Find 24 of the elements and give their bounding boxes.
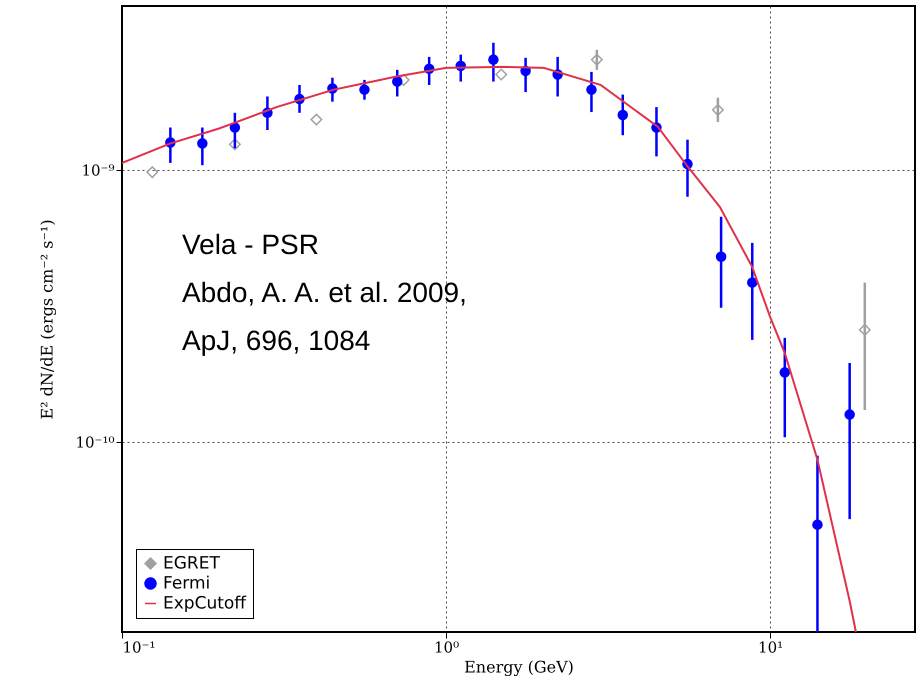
annotation: Abdo, A. A. et al. 2009,	[182, 277, 467, 308]
point	[618, 110, 628, 120]
x-tick-label: 10⁰	[434, 638, 460, 656]
y-tick-label: 10⁻¹⁰	[75, 433, 114, 452]
x-tick-label: 10¹	[758, 638, 784, 656]
point	[488, 54, 499, 65]
legend-label: ExpCutoff	[163, 594, 248, 614]
legend-label: Fermi	[163, 574, 210, 594]
x-axis-title: Energy (GeV)	[464, 658, 574, 676]
y-axis-title: E² dN/dE (ergs cm⁻² s⁻¹)	[37, 219, 56, 420]
point	[716, 252, 726, 262]
point	[812, 519, 823, 530]
annotation: Vela - PSR	[182, 229, 319, 260]
point	[197, 138, 208, 149]
point	[392, 76, 402, 87]
x-tick-label: 10⁻¹	[122, 638, 156, 656]
point	[359, 84, 370, 95]
point	[586, 84, 597, 95]
annotation: ApJ, 696, 1084	[182, 325, 370, 356]
point	[780, 367, 790, 378]
point	[844, 409, 855, 420]
y-tick-label: 10⁻⁹	[81, 161, 114, 180]
point	[747, 277, 758, 288]
legend-label: EGRET	[163, 554, 220, 574]
